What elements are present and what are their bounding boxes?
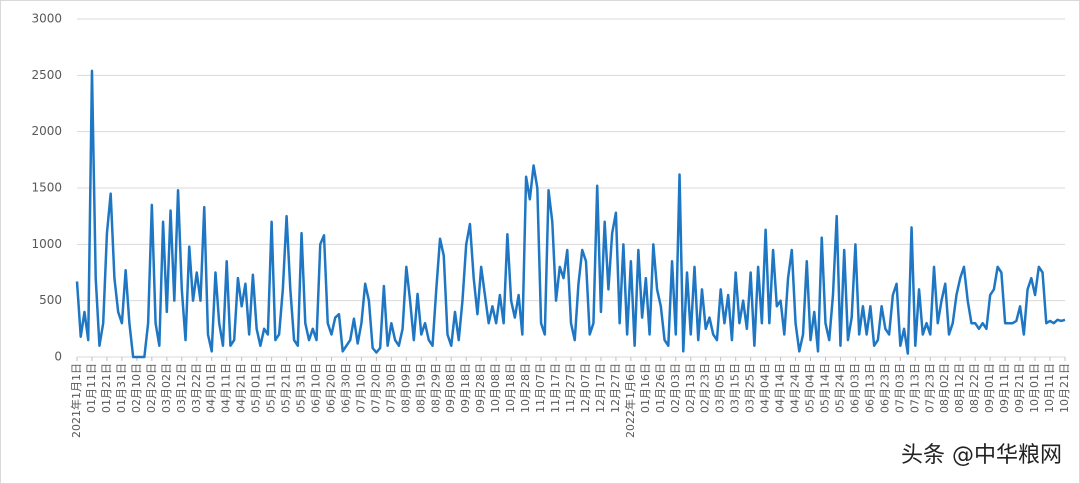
y-tick-label: 1000: [31, 237, 62, 251]
watermark: 头条 @中华粮网: [901, 443, 1062, 468]
x-tick-label: 09月11日: [998, 363, 1011, 413]
x-tick-label: 06月20日: [324, 363, 337, 413]
x-tick-label: 12月17日: [594, 363, 607, 413]
x-tick-label: 09月01日: [983, 363, 996, 413]
x-tick-label: 04月04日: [759, 363, 772, 413]
x-tick-label: 10月08日: [489, 363, 502, 413]
x-tick-label: 07月13日: [908, 363, 921, 413]
y-tick-label: 2500: [31, 68, 62, 82]
x-tick-label: 04月14日: [774, 363, 787, 413]
x-tick-label: 09月21日: [1013, 363, 1026, 413]
x-tick-label: 08月22日: [968, 363, 981, 413]
x-tick-label: 08月02日: [938, 363, 951, 413]
x-tick-label: 03月05日: [714, 363, 727, 413]
x-tick-label: 08月29日: [429, 363, 442, 413]
y-tick-label: 2000: [31, 124, 62, 138]
y-tick-label: 500: [39, 293, 62, 307]
x-tick-label: 12月07日: [579, 363, 592, 413]
x-tick-label: 01月11日: [85, 363, 98, 413]
x-tick-label: 02月20日: [145, 363, 158, 413]
x-tick-label: 01月21日: [100, 363, 113, 413]
x-tick-label: 02月13日: [684, 363, 697, 413]
x-tick-label: 02月10日: [130, 363, 143, 413]
x-tick-label: 08月09日: [399, 363, 412, 413]
x-tick-label: 05月01日: [250, 363, 263, 413]
x-tick-label: 05月24日: [833, 363, 846, 413]
x-tick-label: 10月28日: [519, 363, 532, 413]
x-tick-label: 09月28日: [474, 363, 487, 413]
x-tick-label: 01月31日: [115, 363, 128, 413]
x-tick-label: 08月12日: [953, 363, 966, 413]
x-tick-label: 01月16日: [639, 363, 652, 413]
x-tick-label: 01月26日: [654, 363, 667, 413]
x-tick-label: 02月23日: [699, 363, 712, 413]
x-tick-label: 05月21日: [280, 363, 293, 413]
x-tick-label: 11月07日: [534, 363, 547, 413]
x-tick-label: 06月10日: [310, 363, 323, 413]
y-tick-label: 1500: [31, 181, 62, 195]
x-tick-label: 04月21日: [235, 363, 248, 413]
x-tick-label: 05月14日: [818, 363, 831, 413]
x-tick-label: 07月20日: [369, 363, 382, 413]
x-tick-label: 10月01日: [1028, 363, 1041, 413]
x-tick-label: 07月30日: [384, 363, 397, 413]
x-tick-label: 03月02日: [160, 363, 173, 413]
y-tick-label: 3000: [31, 12, 62, 26]
x-tick-label: 06月30日: [339, 363, 352, 413]
x-tick-label: 06月23日: [878, 363, 891, 413]
x-tick-label: 2021年1月1日: [69, 363, 83, 438]
x-tick-label: 02月03日: [669, 363, 682, 413]
x-tick-label: 04月24日: [789, 363, 802, 413]
x-tick-label: 12月27日: [609, 363, 622, 413]
x-tick-label: 11月17日: [549, 363, 562, 413]
x-tick-label: 05月04日: [804, 363, 817, 413]
x-tick-label: 03月15日: [729, 363, 742, 413]
y-tick-label: 0: [54, 350, 62, 364]
x-tick-label: 10月11日: [1043, 363, 1056, 413]
x-tick-label: 2022年1月6日: [623, 363, 637, 438]
x-tick-label: 07月10日: [354, 363, 367, 413]
x-tick-label: 03月12日: [175, 363, 188, 413]
x-tick-label: 11月27日: [564, 363, 577, 413]
x-tick-label: 10月18日: [504, 363, 517, 413]
data-line: [75, 69, 1066, 359]
x-tick-label: 10月21日: [1058, 363, 1071, 413]
x-tick-label: 06月03日: [848, 363, 861, 413]
x-tick-label: 09月18日: [459, 363, 472, 413]
x-tick-label: 05月11日: [265, 363, 278, 413]
x-tick-label: 09月08日: [444, 363, 457, 413]
x-tick-label: 05月31日: [295, 363, 308, 413]
x-tick-label: 03月22日: [190, 363, 203, 413]
x-tick-label: 06月13日: [863, 363, 876, 413]
x-tick-label: 04月11日: [220, 363, 233, 413]
x-tick-label: 07月23日: [923, 363, 936, 413]
x-tick-label: 08月19日: [414, 363, 427, 413]
x-tick-label: 04月01日: [205, 363, 218, 413]
x-tick-label: 03月25日: [744, 363, 757, 413]
x-tick-label: 07月03日: [893, 363, 906, 413]
